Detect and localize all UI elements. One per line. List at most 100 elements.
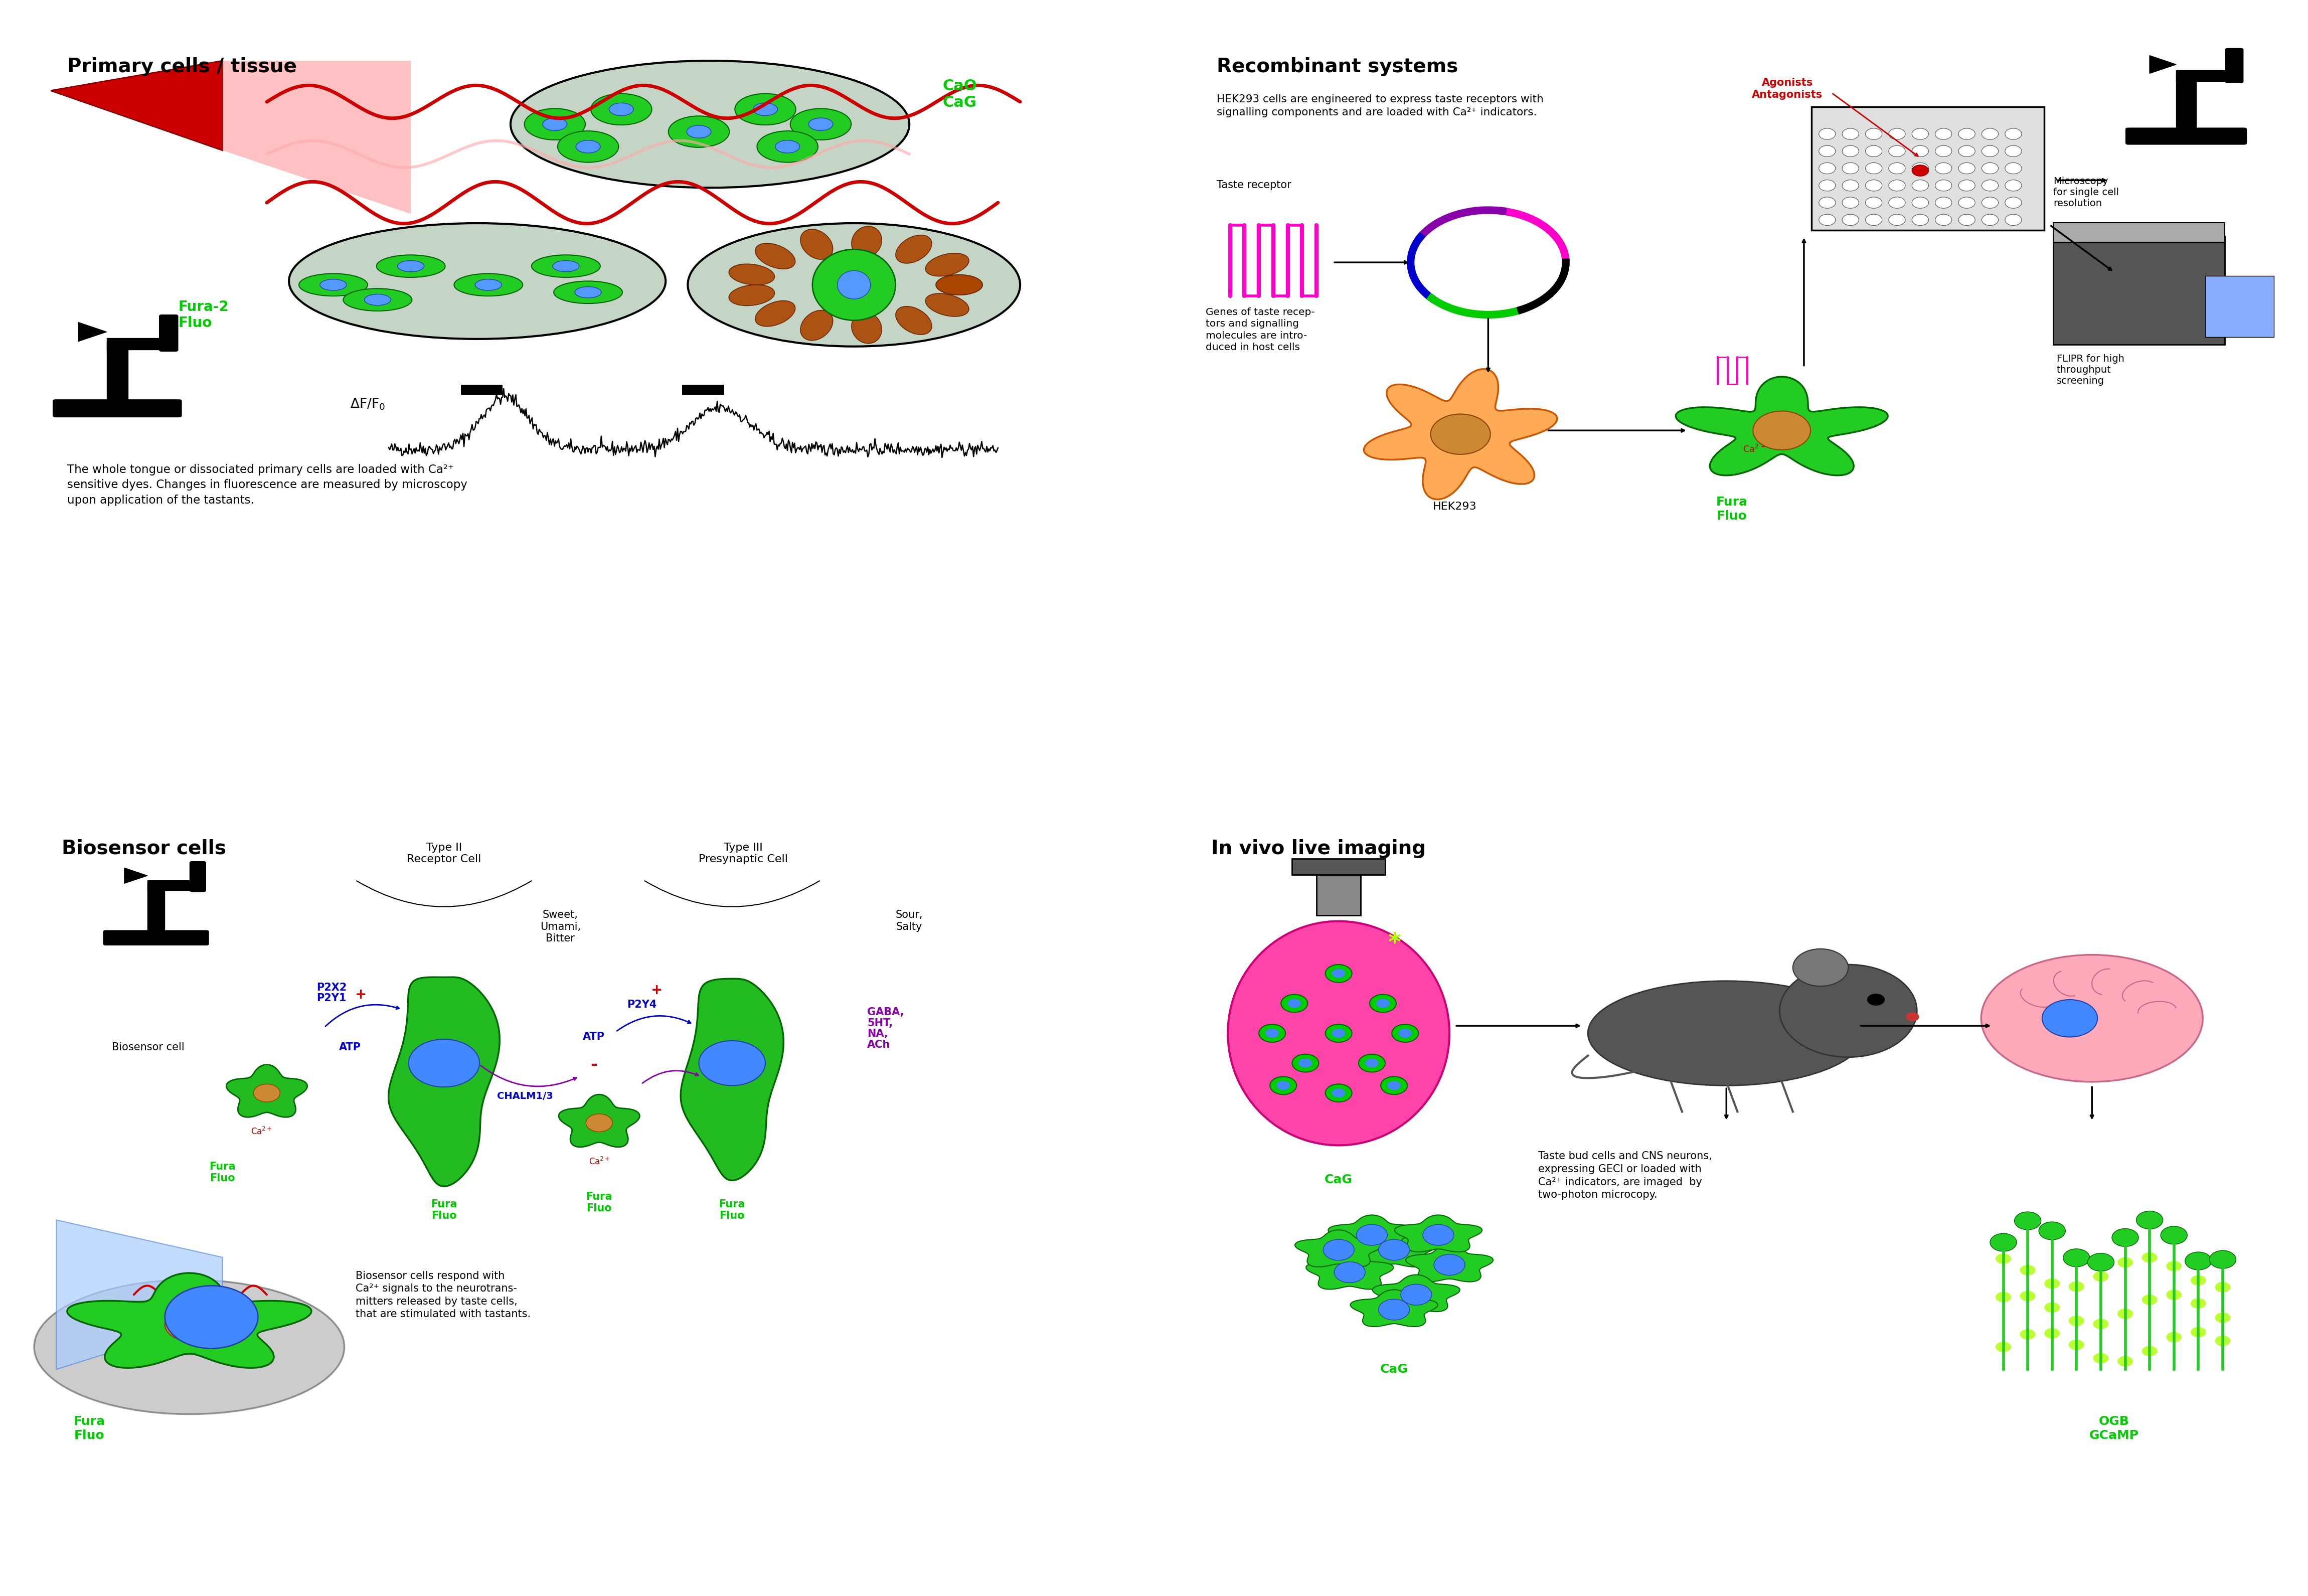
Circle shape — [1865, 196, 1881, 207]
Text: CHALM1/3: CHALM1/3 — [496, 1092, 554, 1101]
Circle shape — [1292, 1055, 1318, 1073]
Ellipse shape — [801, 230, 833, 260]
Circle shape — [1867, 994, 1886, 1005]
Bar — [462, 385, 503, 394]
Circle shape — [1934, 128, 1953, 139]
Circle shape — [2006, 196, 2022, 207]
Circle shape — [1369, 994, 1396, 1012]
Ellipse shape — [1980, 954, 2202, 1082]
Text: Biosensor cell: Biosensor cell — [111, 1042, 185, 1052]
Circle shape — [2068, 1339, 2084, 1350]
Text: OGB
GCaMP: OGB GCaMP — [2089, 1416, 2140, 1441]
Circle shape — [1399, 1029, 1412, 1037]
Circle shape — [2190, 1275, 2206, 1286]
Ellipse shape — [755, 300, 796, 327]
Polygon shape — [1364, 369, 1558, 500]
Circle shape — [2093, 1270, 2110, 1282]
Circle shape — [1934, 214, 1953, 225]
Circle shape — [1842, 163, 1858, 174]
Text: HEK293 cells are engineered to express taste receptors with
signalling component: HEK293 cells are engineered to express t… — [1216, 94, 1544, 117]
Text: Biosensor cells respond with
Ca²⁺ signals to the neurotrans-
mitters released by: Biosensor cells respond with Ca²⁺ signal… — [355, 1270, 531, 1320]
Circle shape — [1299, 1058, 1311, 1068]
Circle shape — [1996, 1342, 2010, 1352]
Circle shape — [1325, 964, 1352, 983]
Circle shape — [1888, 180, 1906, 192]
Polygon shape — [226, 1065, 307, 1117]
Text: Fura
Fluo: Fura Fluo — [210, 1162, 235, 1183]
Circle shape — [2142, 1253, 2158, 1262]
Circle shape — [2093, 1353, 2110, 1363]
Circle shape — [2019, 1291, 2036, 1301]
Circle shape — [1332, 1088, 1346, 1098]
Text: Biosensor cells: Biosensor cells — [62, 839, 226, 859]
Text: Primary cells / tissue: Primary cells / tissue — [67, 57, 298, 77]
Circle shape — [1983, 214, 1999, 225]
Circle shape — [1983, 196, 1999, 207]
Ellipse shape — [554, 281, 623, 303]
Ellipse shape — [397, 260, 425, 271]
Ellipse shape — [591, 94, 651, 124]
Text: CaO
CaG: CaO CaG — [942, 78, 976, 110]
Circle shape — [1842, 214, 1858, 225]
Circle shape — [586, 1114, 612, 1132]
Circle shape — [254, 1084, 279, 1101]
Circle shape — [1983, 163, 1999, 174]
Text: ATP: ATP — [582, 1031, 605, 1042]
Circle shape — [1989, 1234, 2017, 1251]
Circle shape — [1934, 196, 1953, 207]
Text: Taste receptor: Taste receptor — [1216, 180, 1292, 190]
Ellipse shape — [852, 227, 882, 257]
Text: FLIPR for high
throughput
screening: FLIPR for high throughput screening — [2056, 354, 2123, 386]
Ellipse shape — [559, 131, 619, 163]
Ellipse shape — [896, 306, 932, 335]
Circle shape — [2093, 1318, 2110, 1329]
Circle shape — [1281, 994, 1309, 1012]
Circle shape — [2137, 1211, 2163, 1229]
Ellipse shape — [688, 126, 711, 137]
Polygon shape — [51, 61, 222, 150]
Text: P2X2
P2Y1: P2X2 P2Y1 — [316, 983, 346, 1004]
FancyBboxPatch shape — [12, 801, 1142, 1564]
Circle shape — [1934, 180, 1953, 192]
Circle shape — [2006, 145, 2022, 156]
Text: HEK293: HEK293 — [1433, 501, 1477, 511]
Circle shape — [2045, 1328, 2059, 1339]
Polygon shape — [1394, 1215, 1482, 1251]
Polygon shape — [1350, 1290, 1438, 1326]
Circle shape — [1996, 1253, 2010, 1264]
Text: Fura
Fluo: Fura Fluo — [74, 1416, 106, 1441]
Circle shape — [2006, 128, 2022, 139]
Bar — [1812, 107, 2045, 230]
Circle shape — [2116, 1357, 2133, 1366]
Circle shape — [2112, 1229, 2140, 1246]
Circle shape — [1819, 128, 1835, 139]
Circle shape — [1983, 145, 1999, 156]
Ellipse shape — [838, 271, 870, 298]
Circle shape — [1934, 163, 1953, 174]
Text: CaG: CaG — [1325, 1173, 1352, 1186]
Text: Type III
Presynaptic Cell: Type III Presynaptic Cell — [699, 843, 787, 865]
Polygon shape — [681, 978, 782, 1181]
Circle shape — [1865, 180, 1881, 192]
Ellipse shape — [552, 260, 579, 271]
Text: +: + — [355, 988, 367, 1001]
Circle shape — [409, 1039, 480, 1087]
Text: Sour,
Salty: Sour, Salty — [896, 910, 923, 932]
Polygon shape — [1676, 377, 1888, 476]
Polygon shape — [125, 868, 148, 884]
Text: Type II
Receptor Cell: Type II Receptor Cell — [406, 843, 482, 865]
Circle shape — [1934, 145, 1953, 156]
Circle shape — [1422, 1224, 1454, 1245]
Circle shape — [2063, 1248, 2089, 1267]
Text: $\Delta$F/F$_0$: $\Delta$F/F$_0$ — [351, 397, 385, 412]
Polygon shape — [1295, 1231, 1382, 1267]
Circle shape — [1911, 180, 1929, 192]
Circle shape — [1911, 214, 1929, 225]
Circle shape — [1842, 128, 1858, 139]
Bar — [2176, 73, 2197, 129]
FancyBboxPatch shape — [12, 19, 1142, 782]
Circle shape — [1269, 1077, 1297, 1095]
Circle shape — [2160, 1226, 2188, 1245]
Ellipse shape — [575, 287, 602, 298]
Polygon shape — [559, 1095, 639, 1148]
